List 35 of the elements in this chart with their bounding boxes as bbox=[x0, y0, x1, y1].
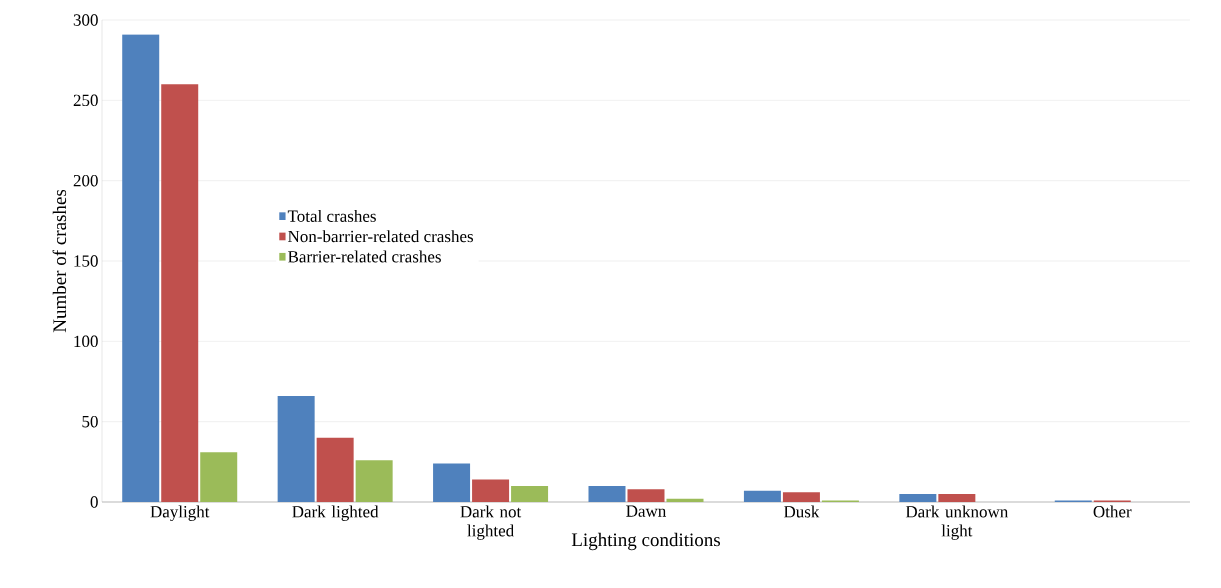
x-tick-label: Dark not lighted bbox=[460, 505, 522, 540]
x-tick-label: Other bbox=[1093, 505, 1132, 518]
x-tick-label: Dark lighted bbox=[292, 505, 379, 521]
legend-label: Non-barrier-related crashes bbox=[288, 230, 474, 243]
bar bbox=[743, 490, 781, 502]
y-tick-label: 50 bbox=[82, 415, 98, 428]
y-tick-label: 250 bbox=[73, 94, 98, 107]
bar bbox=[161, 84, 199, 502]
y-tick-label: 0 bbox=[90, 496, 98, 508]
bar bbox=[666, 498, 704, 502]
x-tick-label: Dark unknown light bbox=[905, 505, 1009, 540]
y-axis-title: Number of crashes bbox=[52, 189, 67, 333]
bar bbox=[782, 492, 820, 502]
x-tick-label: Dawn bbox=[626, 505, 667, 517]
bar bbox=[472, 479, 510, 502]
legend-label: Barrier-related crashes bbox=[288, 250, 441, 263]
bar bbox=[588, 485, 626, 502]
x-axis-title: Lighting conditions bbox=[571, 532, 721, 551]
bar bbox=[122, 34, 160, 502]
bar bbox=[200, 452, 238, 502]
y-tick-label: 150 bbox=[74, 255, 98, 267]
legend-label: Total crashes bbox=[287, 209, 376, 222]
x-tick-label: Dusk bbox=[783, 505, 820, 518]
x-tick-label: Daylight bbox=[150, 505, 210, 521]
bar bbox=[433, 463, 471, 502]
y-tick-label: 100 bbox=[74, 335, 98, 348]
y-tick-label: 300 bbox=[73, 14, 98, 26]
bar bbox=[899, 493, 937, 502]
bar bbox=[316, 437, 354, 502]
bar bbox=[277, 395, 315, 502]
y-tick-label: 200 bbox=[73, 174, 98, 187]
bar bbox=[627, 489, 665, 502]
bar bbox=[355, 460, 393, 502]
bar bbox=[938, 493, 976, 502]
bar bbox=[511, 485, 549, 502]
